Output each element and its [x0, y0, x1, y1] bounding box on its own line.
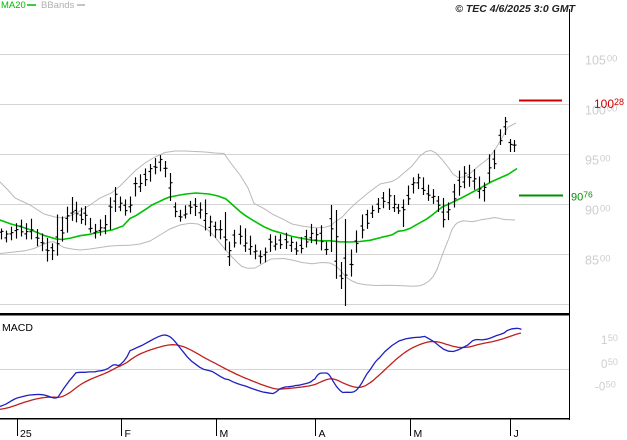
svg-text:MA20: MA20	[1, 0, 26, 11]
svg-text:M: M	[414, 428, 423, 440]
svg-text:BBands: BBands	[41, 0, 75, 11]
svg-text:050: 050	[601, 357, 618, 371]
svg-text:9000: 9000	[585, 204, 610, 218]
svg-text:25: 25	[20, 428, 32, 440]
svg-text:A: A	[319, 428, 326, 440]
svg-text:M: M	[220, 428, 229, 440]
svg-text:F: F	[125, 428, 131, 440]
svg-text:10500: 10500	[585, 54, 617, 68]
svg-text:-050: -050	[595, 380, 616, 394]
svg-text:J: J	[514, 428, 519, 440]
svg-text:9500: 9500	[585, 154, 610, 168]
svg-text:MACD: MACD	[2, 322, 33, 334]
svg-text:8500: 8500	[585, 254, 610, 268]
svg-text:10000: 10000	[585, 104, 617, 118]
svg-text:© TEC 4/6/2025 3:0 GMT: © TEC 4/6/2025 3:0 GMT	[455, 3, 576, 15]
svg-text:150: 150	[601, 333, 618, 347]
